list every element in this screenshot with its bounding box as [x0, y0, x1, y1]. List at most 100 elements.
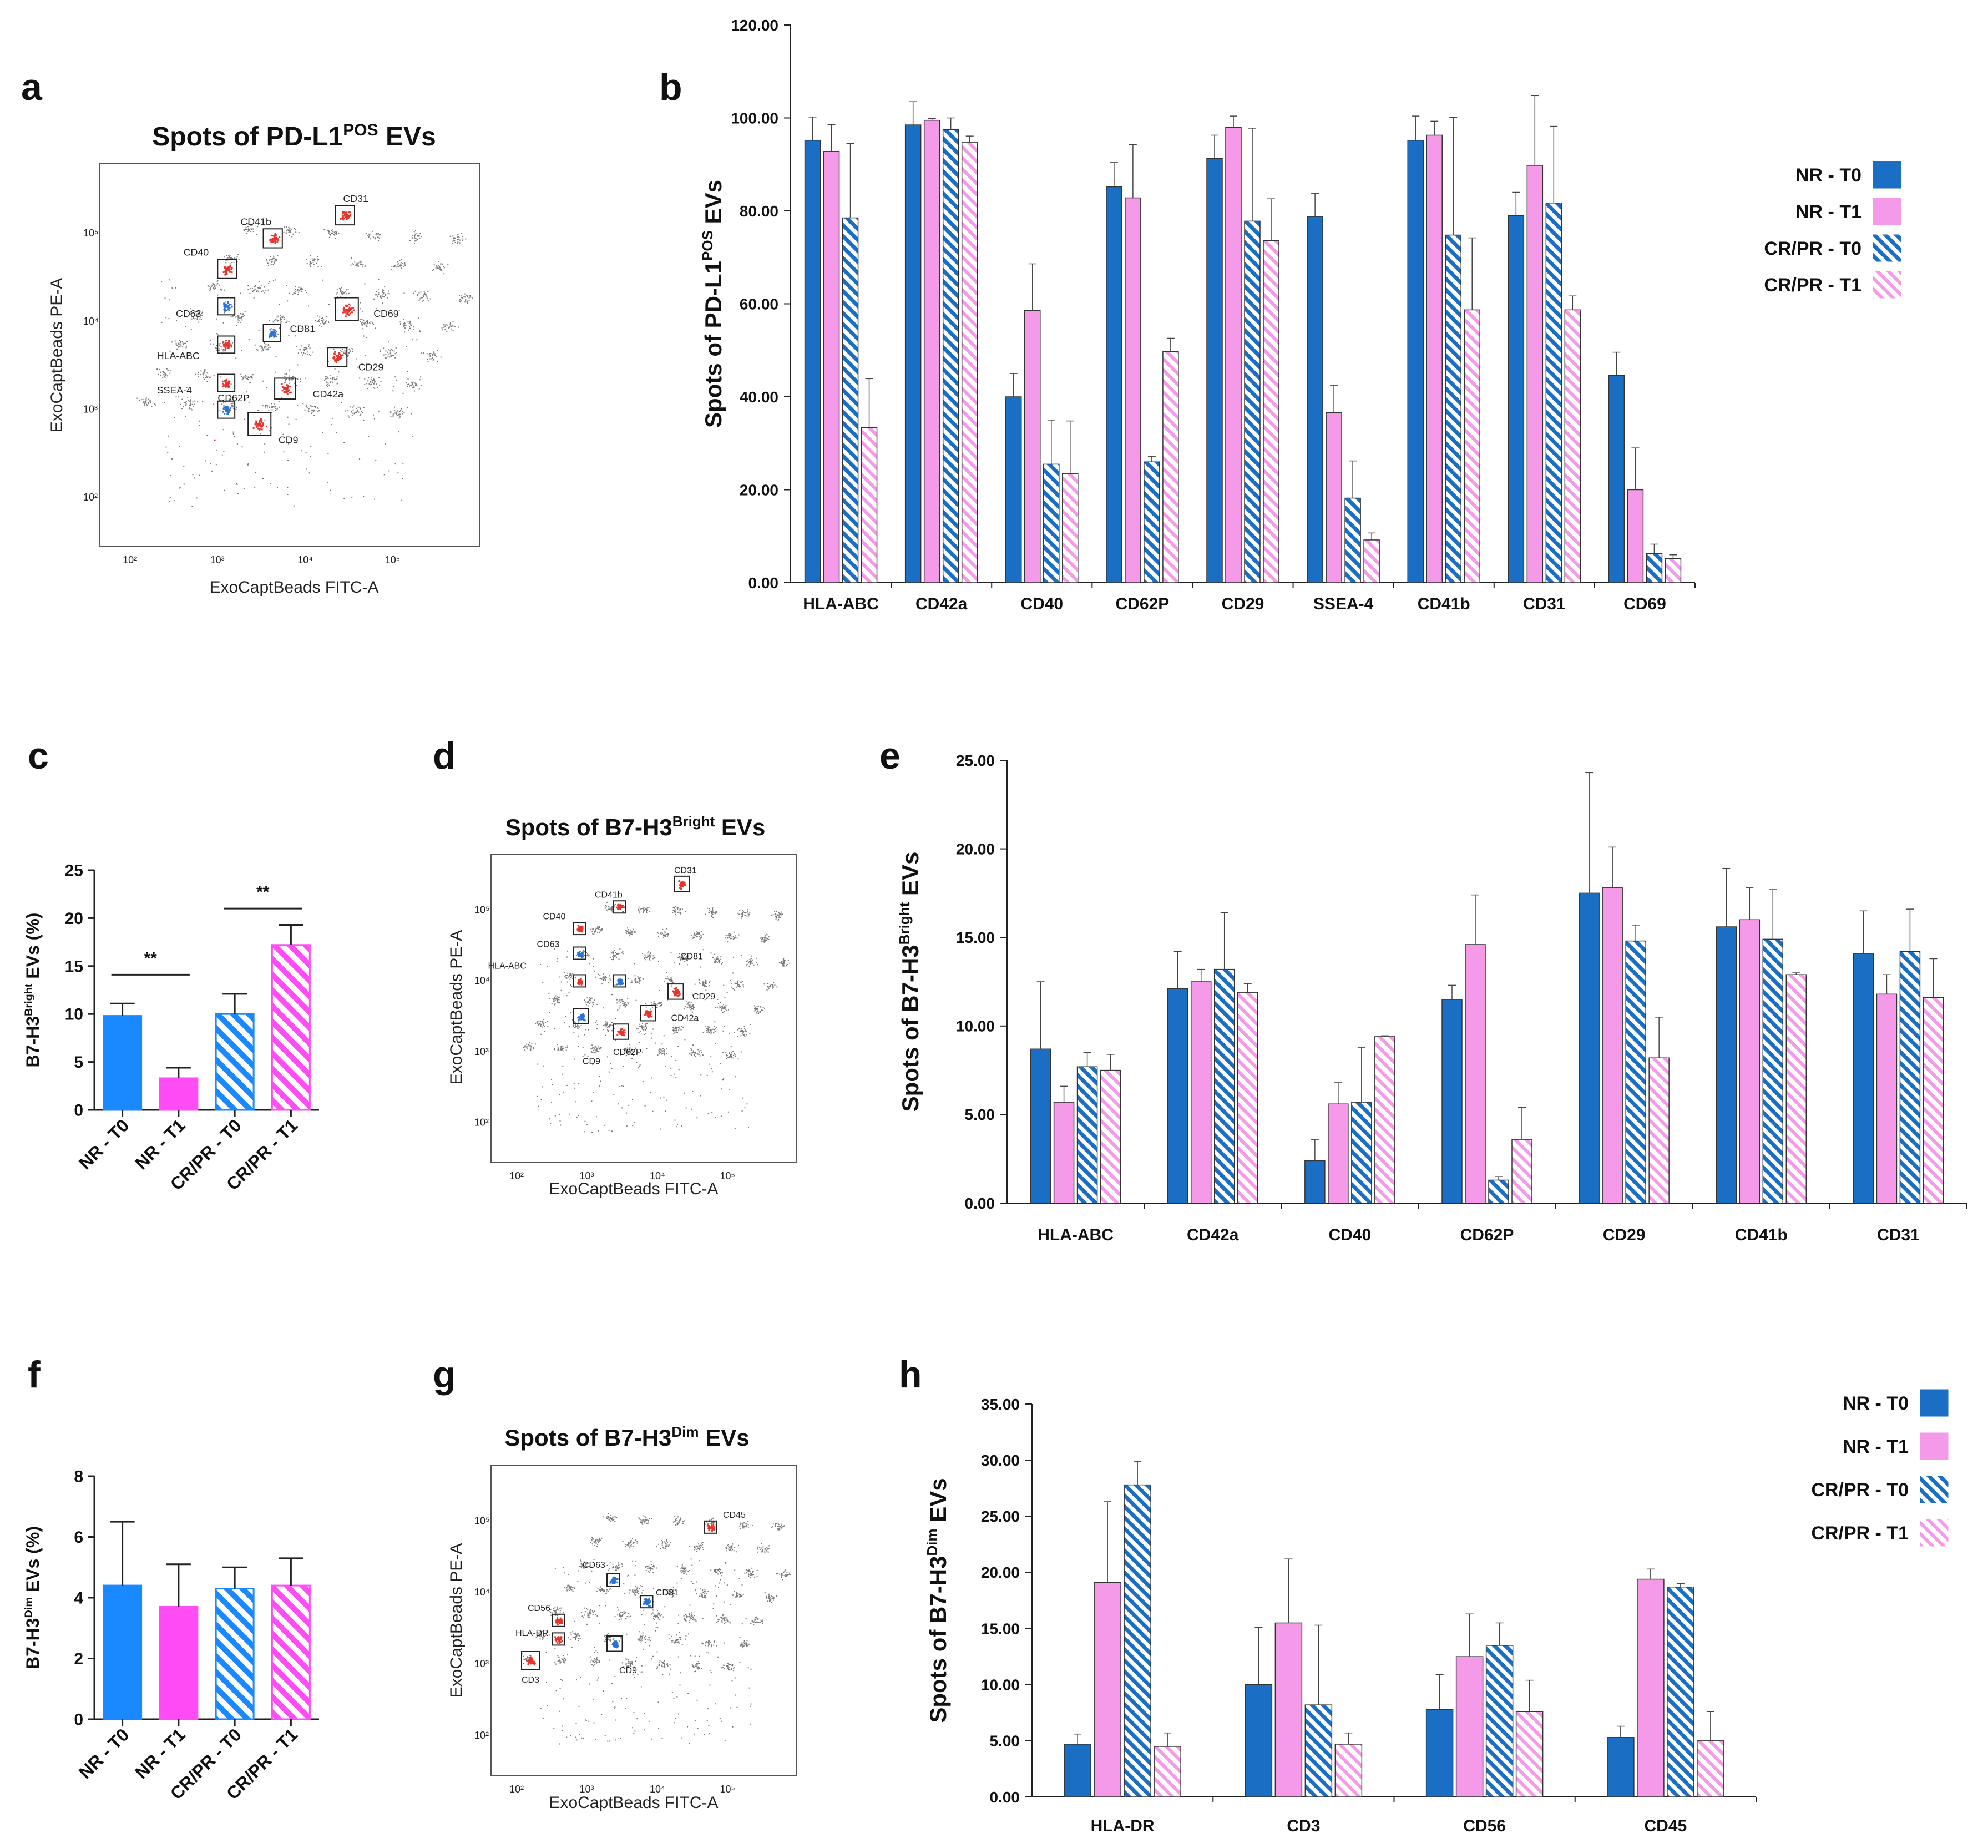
- gate-events: [342, 303, 355, 317]
- y-tick-label: 0: [74, 1711, 83, 1729]
- bar: [1602, 887, 1623, 1204]
- category-label: CD29: [1222, 595, 1264, 613]
- gate-box: [704, 1520, 717, 1534]
- bar: [1304, 1704, 1333, 1797]
- gate-label: CD9: [583, 1057, 600, 1066]
- significance-marker: **: [144, 949, 158, 967]
- gate-box: [217, 297, 236, 316]
- scatter-d-xlabel: ExoCaptBeads FITC-A: [549, 1180, 718, 1198]
- y-tick-label: 120.00: [731, 17, 778, 34]
- panel-label-a: a: [21, 66, 43, 108]
- bar: [1515, 1711, 1544, 1797]
- gate-label: CD31: [343, 193, 368, 204]
- legend-swatch: [1919, 1475, 1949, 1504]
- gate-events: [269, 329, 277, 339]
- category-label: NR - T1: [131, 1724, 189, 1783]
- panel-label-b: b: [659, 66, 682, 108]
- bar: [1637, 1578, 1665, 1797]
- gate-box: [606, 1573, 620, 1587]
- x-tick-label: 10⁴: [650, 1170, 665, 1181]
- gate-box: [335, 297, 359, 321]
- y-tick-label: 10⁴: [474, 975, 490, 986]
- gate-label: CD63: [537, 940, 560, 950]
- gate-box: [521, 1651, 540, 1670]
- gate-events: [616, 1028, 626, 1037]
- bar: [1441, 999, 1463, 1204]
- category-label: CD45: [1645, 1817, 1687, 1835]
- panel-label-g: g: [433, 1354, 456, 1396]
- gate-box: [217, 373, 236, 392]
- x-tick-label: 10²: [509, 1170, 524, 1181]
- category-label: CD40: [1020, 595, 1063, 613]
- bar: [1607, 1737, 1635, 1797]
- y-tick-label: 0.00: [748, 574, 779, 592]
- chart-b: 0.00 20.00 40.00 60.00 80.00 100.00 120.00 HLA-…: [699, 17, 1696, 613]
- y-tick-label: 20.00: [981, 1564, 1020, 1581]
- bar: [1162, 351, 1179, 583]
- gate-events: [577, 1013, 586, 1022]
- bar: [1426, 134, 1443, 583]
- gate-box: [640, 1595, 654, 1609]
- bar: [103, 1584, 143, 1720]
- legend-label: NR - T1: [1795, 201, 1861, 223]
- y-tick-label: 25.00: [981, 1508, 1020, 1525]
- panel-label-f: f: [28, 1354, 41, 1396]
- chart-e: 0.00 5.00 10.00 15.00 20.00 25.00 HLA-ABC CD42a…: [896, 752, 1967, 1244]
- bar: [159, 1077, 199, 1111]
- gate-box: [667, 983, 684, 1000]
- gate-box: [573, 974, 586, 988]
- bar: [1030, 1048, 1051, 1204]
- bar: [1627, 489, 1644, 583]
- gate-events: [644, 1010, 653, 1018]
- gate-events: [269, 233, 281, 244]
- bar: [804, 139, 821, 583]
- bar: [1094, 1582, 1121, 1797]
- y-tick-label: 60.00: [740, 295, 778, 312]
- gate-events: [222, 340, 232, 351]
- y-tick-label: 0: [74, 1102, 83, 1120]
- gate-label: CD3: [522, 1675, 539, 1685]
- bar: [1697, 1740, 1724, 1797]
- y-tick-label: 100.00: [731, 109, 778, 127]
- scatter-g-frame: [490, 1465, 797, 1776]
- bar: [1043, 463, 1060, 583]
- category-label: NR - T0: [75, 1724, 133, 1783]
- bar: [1024, 310, 1041, 583]
- category-label: CD62P: [1460, 1226, 1514, 1244]
- y-tick-label: 30.00: [981, 1452, 1020, 1469]
- bar: [1564, 309, 1581, 583]
- gate-label: CD56: [528, 1604, 550, 1613]
- bar: [1124, 1484, 1151, 1797]
- gate-label: SSEA-4: [157, 385, 192, 396]
- bar: [1237, 992, 1258, 1204]
- bar: [904, 124, 922, 583]
- bar: [1762, 938, 1784, 1204]
- bar: [1464, 309, 1480, 583]
- gate-events: [643, 1598, 651, 1607]
- bar: [1005, 396, 1022, 583]
- bar: [1853, 953, 1874, 1204]
- y-tick-label: 10³: [474, 1046, 489, 1057]
- gate-events: [576, 925, 584, 933]
- bar: [1665, 558, 1682, 583]
- legend-top: NR - T0 NR - T1 CR/PR - T0 CR/PR - T1: [1764, 160, 1902, 299]
- bar: [1334, 1744, 1363, 1797]
- panel-label-e: e: [879, 735, 901, 777]
- bar: [1407, 139, 1424, 583]
- category-label: CD62P: [1116, 595, 1170, 613]
- gate-label: CD42a: [671, 1014, 699, 1023]
- gate-box: [262, 228, 283, 249]
- y-axis-label: Spots of B7-H3Dim EVs: [924, 1478, 951, 1723]
- bar: [1154, 1746, 1181, 1797]
- gate-box: [674, 875, 690, 892]
- bar: [823, 151, 840, 583]
- bar: [923, 119, 940, 583]
- gate-label: CD63: [176, 308, 201, 319]
- gate-events: [616, 978, 624, 986]
- bar: [1923, 997, 1944, 1204]
- gate-box: [573, 946, 586, 960]
- y-axis-label: Spots of B7-H3Bright EVs: [896, 852, 923, 1112]
- gate-label: CD81: [290, 324, 316, 335]
- category-label: NR - T1: [131, 1115, 189, 1173]
